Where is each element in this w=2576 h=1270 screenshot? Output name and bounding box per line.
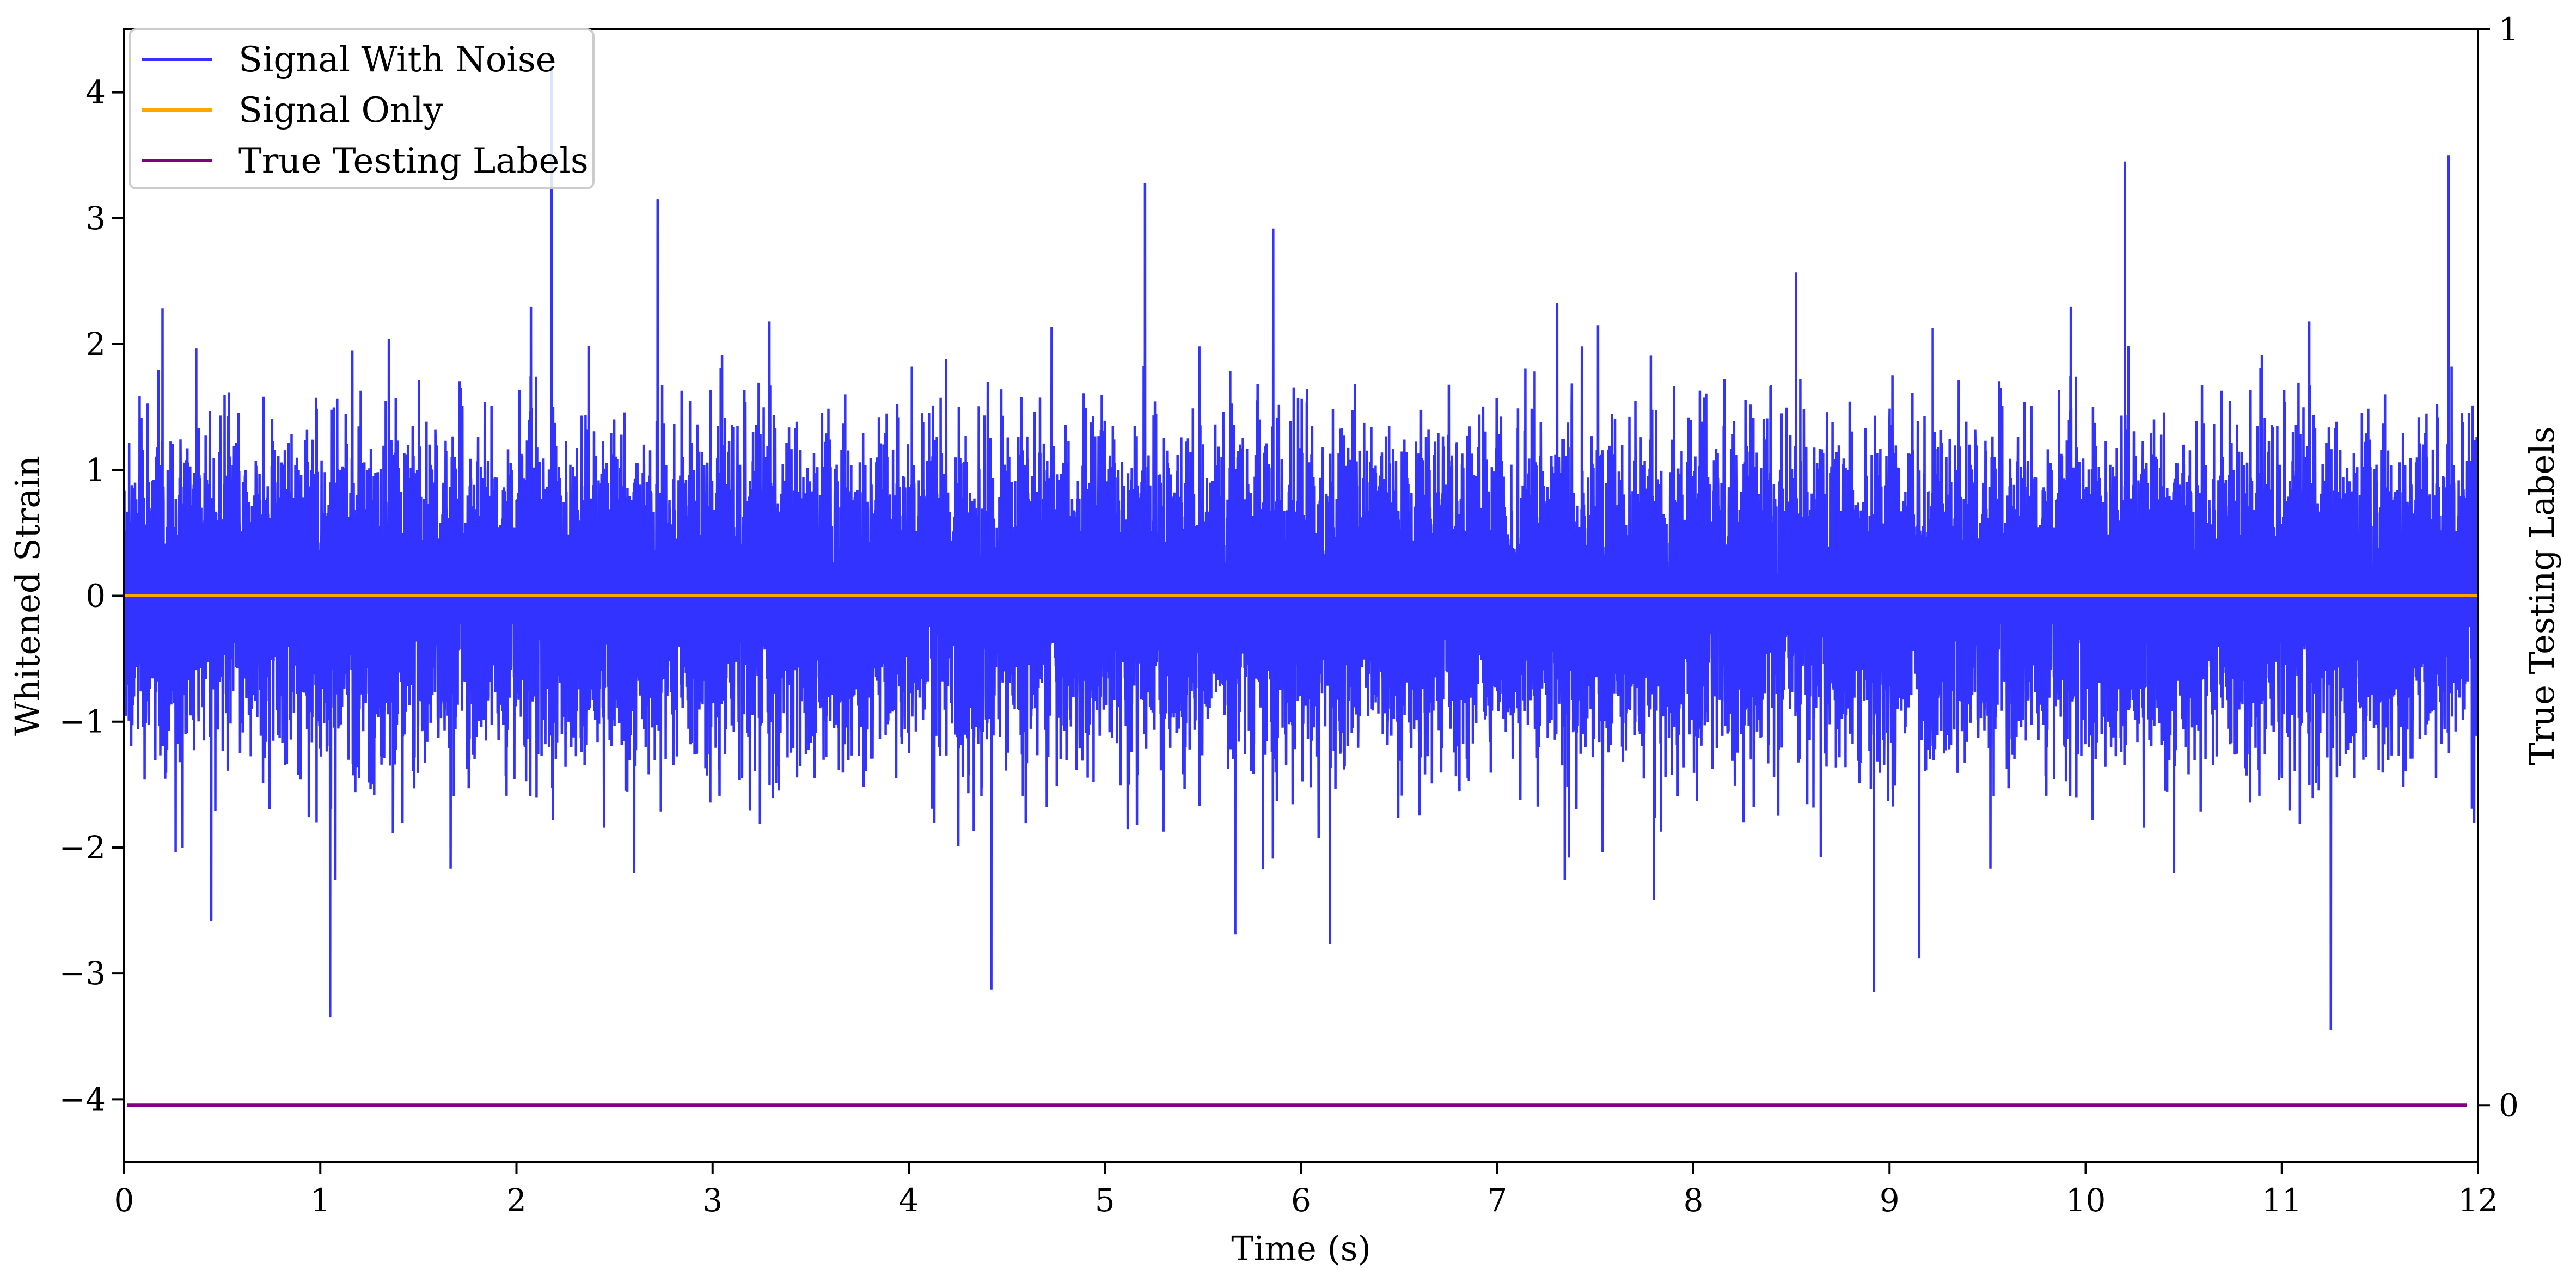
series-signal-with-noise-line [124,67,2478,1030]
y-tick-label: −1 [59,703,106,740]
legend-entry-label: Signal Only [238,90,443,131]
x-tick-label: 8 [1684,1182,1704,1219]
x-tick-label: 9 [1880,1182,1900,1219]
y-tick-label: 2 [85,326,106,363]
x-tick-label: 11 [2262,1182,2302,1219]
y-tick-label: 3 [85,200,106,237]
x-tick-label: 10 [2066,1182,2106,1219]
legend: Signal With Noise Signal Only True Testing… [129,28,595,189]
y-tick-label: 1 [85,451,106,488]
y-right-tick-label: 0 [2499,1087,2519,1124]
x-tick-label: 12 [2458,1182,2498,1219]
x-tick-label: 5 [1095,1182,1115,1219]
x-tick-label: 4 [899,1182,919,1219]
y-tick-label: −4 [59,1081,106,1118]
y-tick-label: −2 [59,829,106,866]
y-tick-label: −3 [59,955,106,992]
legend-entry-label: Signal With Noise [238,40,556,80]
y-tick-label: 0 [85,578,106,615]
legend-box [129,28,595,189]
x-axis-label: Time (s) [1231,1229,1371,1268]
x-tick-label: 2 [506,1182,527,1219]
x-tick-label: 1 [310,1182,331,1219]
plot-layer [124,67,2478,1107]
y-axis-right-label: True Testing Labels [2522,426,2562,765]
x-tick-label: 0 [114,1182,134,1219]
x-tick-label: 3 [702,1182,723,1219]
x-tick-label: 7 [1487,1182,1507,1219]
x-tick-label: 6 [1291,1182,1311,1219]
y-right-tick-label: 1 [2499,11,2519,48]
y-axis-label: Whitened Strain [8,456,47,736]
legend-entry-label: True Testing Labels [238,141,589,181]
y-tick-label: 4 [85,74,106,111]
